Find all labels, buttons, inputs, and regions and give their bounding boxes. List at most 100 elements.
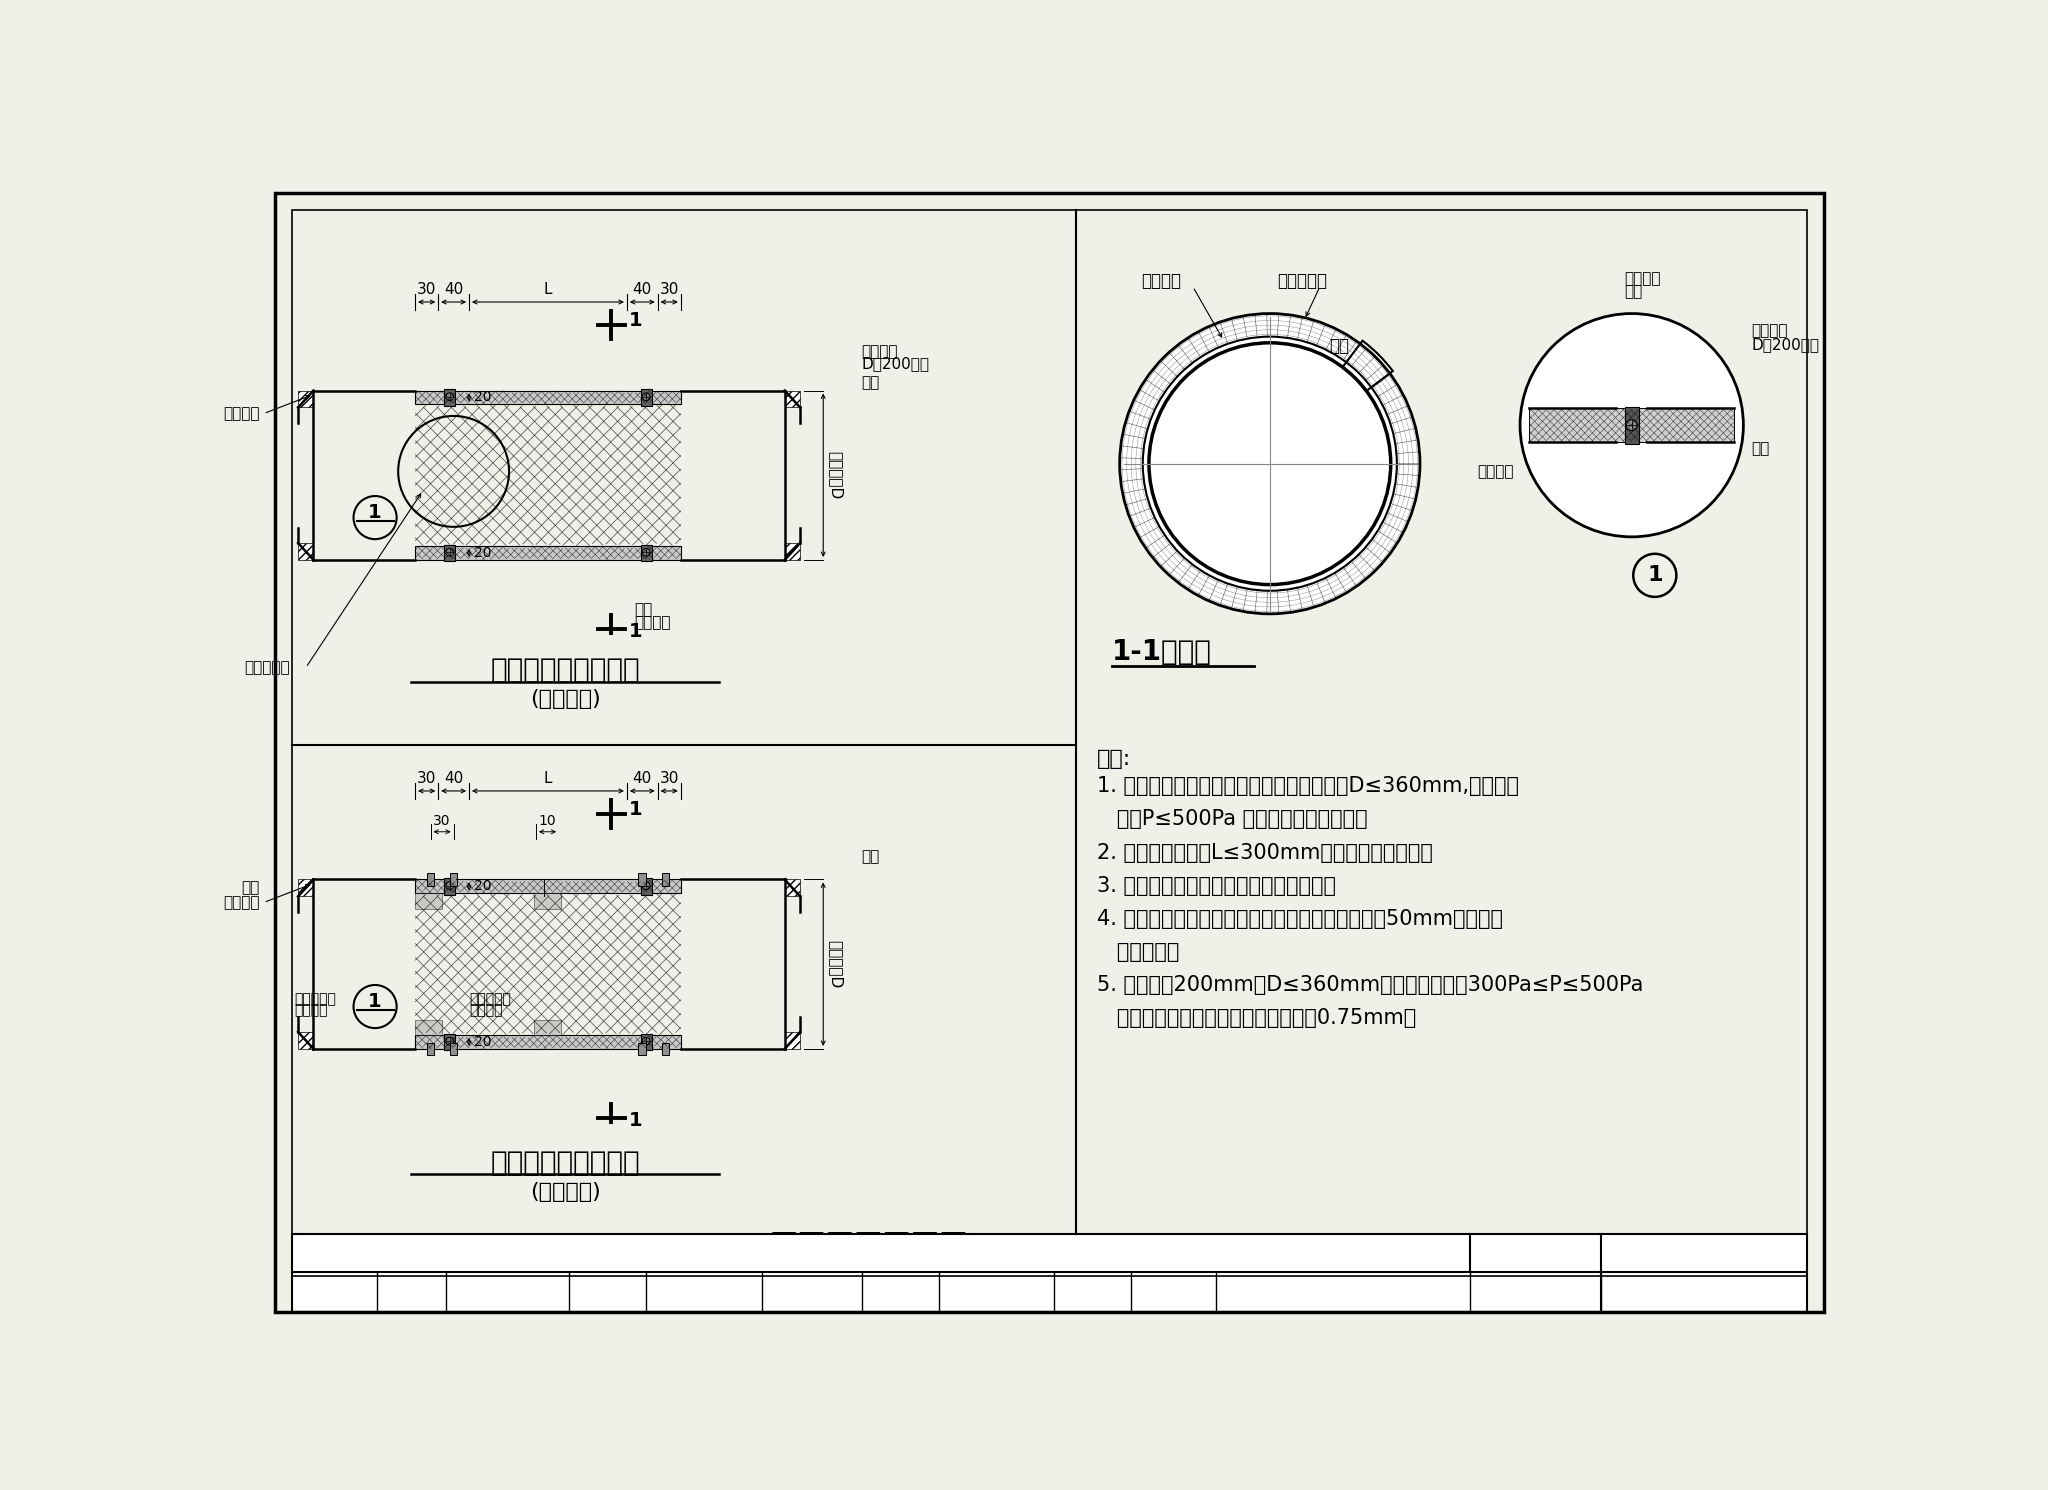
Circle shape xyxy=(1520,313,1743,536)
Text: 20: 20 xyxy=(473,879,492,894)
Text: 邢巧云: 邢巧云 xyxy=(788,1280,834,1304)
Bar xyxy=(451,1043,457,1055)
Text: 楞筋: 楞筋 xyxy=(242,879,260,894)
Text: 镀锌压条: 镀锌压条 xyxy=(862,344,899,359)
Bar xyxy=(444,1034,455,1050)
Circle shape xyxy=(1143,337,1397,590)
Circle shape xyxy=(446,882,453,890)
Bar xyxy=(444,544,455,562)
Text: 5. 风管直径200mm＜D≤360mm、系统工作压力300Pa≤P≤500Pa: 5. 风管直径200mm＜D≤360mm、系统工作压力300Pa≤P≤500Pa xyxy=(1096,974,1642,995)
Text: (楞筋加固): (楞筋加固) xyxy=(530,1182,600,1202)
Bar xyxy=(641,878,651,895)
Bar xyxy=(641,544,651,562)
Bar xyxy=(535,894,561,909)
Bar xyxy=(451,873,457,885)
Text: 设计: 设计 xyxy=(889,1283,911,1301)
Text: 涂密封胶: 涂密封胶 xyxy=(1477,463,1513,478)
Circle shape xyxy=(643,548,649,556)
Text: 30: 30 xyxy=(418,282,436,297)
Text: 1: 1 xyxy=(629,621,643,641)
Circle shape xyxy=(446,393,453,401)
Bar xyxy=(293,1234,1806,1313)
Text: D＜200不设: D＜200不设 xyxy=(862,356,930,371)
Text: 喷箍: 喷箍 xyxy=(1624,285,1642,299)
Text: 喷箍: 喷箍 xyxy=(862,375,881,390)
Circle shape xyxy=(643,882,649,890)
Text: 此范围内: 此范围内 xyxy=(295,1003,328,1018)
Text: 镀锌压条: 镀锌压条 xyxy=(635,615,672,630)
Text: 密封胶粘贴: 密封胶粘贴 xyxy=(295,992,336,1006)
Text: L: L xyxy=(543,282,553,297)
Bar xyxy=(784,542,801,560)
Bar xyxy=(784,879,801,897)
Text: 圆形钢板风道软连接: 圆形钢板风道软连接 xyxy=(489,1149,641,1177)
Bar xyxy=(416,1019,442,1036)
Text: 13K115: 13K115 xyxy=(1640,1238,1769,1268)
Text: 3. 软连接材料与风道接触处需涂胶粘接。: 3. 软连接材料与风道接触处需涂胶粘接。 xyxy=(1096,876,1335,895)
Bar xyxy=(299,390,313,407)
Text: 1. 圆形断面卡箍接口软连接安装适用于直径D≤360mm,系统工作: 1. 圆形断面卡箍接口软连接安装适用于直径D≤360mm,系统工作 xyxy=(1096,776,1518,796)
Text: 接或缝制。: 接或缝制。 xyxy=(1096,942,1180,963)
Text: 密封胶粘贴: 密封胶粘贴 xyxy=(469,992,510,1006)
Text: 20: 20 xyxy=(473,390,492,404)
Text: L: L xyxy=(543,772,553,787)
Circle shape xyxy=(446,1037,453,1044)
Text: 30: 30 xyxy=(659,282,678,297)
Text: 10: 10 xyxy=(539,814,557,828)
Text: 喷箍: 喷箍 xyxy=(1329,337,1350,355)
Bar xyxy=(444,878,455,895)
Text: 全德海: 全德海 xyxy=(1071,1280,1116,1304)
Bar xyxy=(299,1033,313,1049)
Text: 1: 1 xyxy=(369,504,381,523)
Bar xyxy=(784,390,801,407)
Text: 30: 30 xyxy=(434,814,451,828)
Circle shape xyxy=(446,548,453,556)
Text: 风管尺寸D: 风管尺寸D xyxy=(827,451,844,499)
Text: 金属风管: 金属风管 xyxy=(223,895,260,910)
Text: 1: 1 xyxy=(629,800,643,820)
Bar xyxy=(416,879,680,894)
Text: 10: 10 xyxy=(1513,1278,1556,1307)
Bar xyxy=(535,1019,561,1036)
Bar xyxy=(416,894,442,909)
Text: 图集号: 图集号 xyxy=(1516,1243,1556,1264)
Text: 柔性面料: 柔性面料 xyxy=(1624,271,1661,286)
Text: 铆钉: 铆钉 xyxy=(1751,441,1769,456)
Text: 校对: 校对 xyxy=(596,1283,618,1301)
Bar xyxy=(426,1043,434,1055)
Bar xyxy=(444,389,455,405)
Text: 镀锌压条: 镀锌压条 xyxy=(1751,323,1788,338)
Bar xyxy=(641,389,651,405)
Text: 20: 20 xyxy=(473,545,492,560)
Bar xyxy=(1624,407,1638,444)
Circle shape xyxy=(1120,313,1419,614)
Text: 柔性面料管: 柔性面料管 xyxy=(1278,273,1327,291)
Text: 4. 软连接柔性面料制成柔性面料管的闭合处应搭接50mm，采用粘: 4. 软连接柔性面料制成柔性面料管的闭合处应搭接50mm，采用粘 xyxy=(1096,909,1503,928)
Text: 2. 软连接装配长度L≤300mm，具体由选用确定。: 2. 软连接装配长度L≤300mm，具体由选用确定。 xyxy=(1096,842,1432,863)
Text: 邢巧云: 邢巧云 xyxy=(688,1283,721,1301)
Text: 1-1剖面图: 1-1剖面图 xyxy=(1112,638,1212,666)
Text: 铆钉: 铆钉 xyxy=(635,602,653,617)
Bar xyxy=(299,542,313,560)
Text: 20: 20 xyxy=(473,1036,492,1049)
Bar xyxy=(1530,408,1735,443)
Text: 黄辉: 黄辉 xyxy=(492,1278,524,1307)
Bar xyxy=(426,873,434,885)
Text: 1: 1 xyxy=(629,311,643,329)
Bar xyxy=(416,1036,680,1049)
Text: 此范围内: 此范围内 xyxy=(469,1003,502,1018)
Bar xyxy=(784,1033,801,1049)
Bar xyxy=(662,873,670,885)
Circle shape xyxy=(643,393,649,401)
Circle shape xyxy=(1149,343,1391,584)
Text: 10: 10 xyxy=(1683,1278,1726,1307)
Text: 1: 1 xyxy=(629,1112,643,1129)
Text: 压力P≤500Pa 的低压通风空调系统。: 压力P≤500Pa 的低压通风空调系统。 xyxy=(1096,809,1368,830)
Bar xyxy=(639,1043,645,1055)
Text: 风管尺寸D: 风管尺寸D xyxy=(827,940,844,988)
Text: 40: 40 xyxy=(444,282,463,297)
Bar xyxy=(639,873,645,885)
Text: D＜200不设: D＜200不设 xyxy=(1751,337,1819,352)
Text: 40: 40 xyxy=(633,282,651,297)
Text: 40: 40 xyxy=(444,772,463,787)
